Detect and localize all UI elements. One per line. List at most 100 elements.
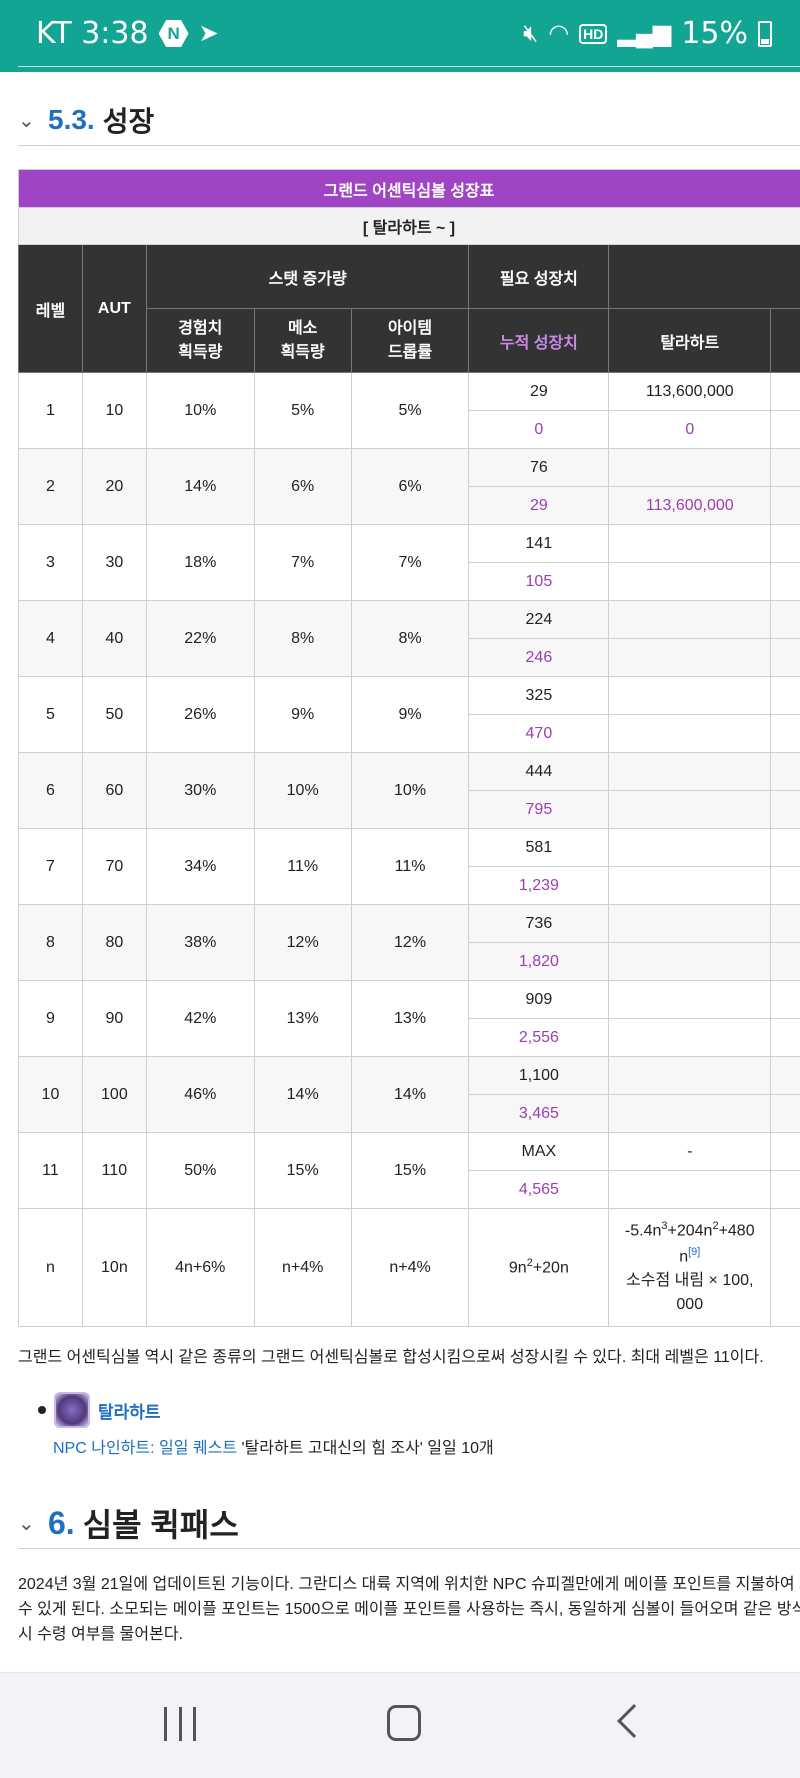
cell-required: 1,100 xyxy=(468,1056,610,1095)
formula-meso: n+4% xyxy=(253,1208,352,1327)
table-row-cumulative: 1,239 xyxy=(19,866,800,905)
cell-item: 14% xyxy=(350,1056,470,1133)
cell-level: 8 xyxy=(18,904,83,981)
cell-cost xyxy=(608,752,772,791)
cell-item: 9% xyxy=(350,676,470,753)
cell-meso: 15% xyxy=(253,1132,352,1209)
cell-aut: 90 xyxy=(81,980,147,1057)
cell-cost-cumulative xyxy=(608,866,772,905)
chevron-down-icon[interactable]: ⌄ xyxy=(18,1512,35,1535)
chevron-down-icon[interactable]: ⌄ xyxy=(18,109,35,132)
cell-aut: 40 xyxy=(81,600,147,677)
cell-meso: 7% xyxy=(253,524,352,601)
cell-cost-cumulative: 113,600,000 xyxy=(608,486,772,525)
col-cumulative: 누적 성장치 xyxy=(468,308,610,373)
cell-cost xyxy=(608,600,772,639)
section-number[interactable]: 5.3. xyxy=(48,104,95,135)
table-row: 1 10 10% 5% 5% 29 113,600,000 xyxy=(18,372,800,449)
home-button[interactable] xyxy=(387,1705,421,1741)
cell-level: 5 xyxy=(18,676,83,753)
section-heading-5-3[interactable]: ⌄ 5.3. 성장 xyxy=(18,100,800,140)
divider xyxy=(18,66,800,67)
cell-cumulative: 246 xyxy=(468,638,610,677)
cell-cost-cumulative xyxy=(608,790,772,829)
cell-exp: 14% xyxy=(145,448,255,525)
col-level: 레벨 xyxy=(18,244,83,373)
cell-item: 7% xyxy=(350,524,470,601)
cell-cumulative: 29 xyxy=(468,486,610,525)
cell-cumulative: 795 xyxy=(468,790,610,829)
cell-meso: 6% xyxy=(253,448,352,525)
table-row: 4 40 22% 8% 8% 224 xyxy=(18,600,800,677)
signal-icon: ▂▄▆ xyxy=(617,20,672,47)
table-title: 그랜드 어센틱심볼 성장표 xyxy=(323,182,495,200)
cell-cost-cumulative xyxy=(608,942,772,981)
cell-exp: 42% xyxy=(145,980,255,1057)
cell-aut: 80 xyxy=(81,904,147,981)
cell-cumulative: 1,239 xyxy=(468,866,610,905)
cell-required: 909 xyxy=(468,980,610,1019)
cell-aut: 20 xyxy=(81,448,147,525)
cell-meso: 5% xyxy=(253,372,352,449)
cell-exp: 10% xyxy=(145,372,255,449)
android-nav-bar xyxy=(0,1672,800,1778)
back-button[interactable] xyxy=(617,1704,651,1738)
table-row: 5 50 26% 9% 9% 325 xyxy=(18,676,800,753)
battery-percent: 15% xyxy=(681,16,748,51)
cell-meso: 9% xyxy=(253,676,352,753)
cell-item: 13% xyxy=(350,980,470,1057)
cell-exp: 30% xyxy=(145,752,255,829)
growth-table-scroll[interactable]: 그랜드 어센틱심볼 성장표 [ 탈라하트 ~ ] 레벨 AUT 스탯 증가량 필… xyxy=(18,169,800,1331)
npc-ninehart-link[interactable]: NPC 나인하트 xyxy=(53,1440,151,1457)
cell-exp: 38% xyxy=(145,904,255,981)
cell-cost-cumulative xyxy=(608,1170,772,1209)
table-row-cumulative: 2,556 xyxy=(19,1018,800,1057)
cell-meso: 11% xyxy=(253,828,352,905)
col-required-group: 필요 성장치 xyxy=(468,244,610,309)
cell-level: 7 xyxy=(18,828,83,905)
cell-cumulative: 0 xyxy=(468,410,610,449)
cell-cumulative: 470 xyxy=(468,714,610,753)
cell-required: 141 xyxy=(468,524,610,563)
quickpass-line-2: 수 있게 된다. 소모되는 메이플 포인트는 1500으로 메이플 포인트를 사… xyxy=(18,1601,800,1618)
cell-exp: 50% xyxy=(145,1132,255,1209)
cell-exp: 46% xyxy=(145,1056,255,1133)
cell-item: 6% xyxy=(350,448,470,525)
col-talahart: 탈라하트 xyxy=(608,308,772,373)
cell-exp: 22% xyxy=(145,600,255,677)
section-number[interactable]: 6. xyxy=(48,1504,75,1541)
section-title: 성장 xyxy=(102,106,155,137)
footnote-link[interactable]: [9] xyxy=(688,1245,701,1258)
cell-level: 9 xyxy=(18,980,83,1057)
table-row-cumulative: 246 xyxy=(19,638,800,677)
cell-meso: 12% xyxy=(253,904,352,981)
cell-meso: 13% xyxy=(253,980,352,1057)
cell-cumulative: 3,465 xyxy=(468,1094,610,1133)
daily-quest-link[interactable]: 일일 퀘스트 xyxy=(159,1440,238,1457)
recent-apps-button[interactable] xyxy=(164,1707,196,1741)
table-row-cumulative: 105 xyxy=(19,562,800,601)
cell-aut: 30 xyxy=(81,524,147,601)
cell-cost: - xyxy=(608,1132,772,1171)
talahart-symbol-icon xyxy=(54,1392,90,1428)
formula-aut: 10n xyxy=(81,1208,147,1327)
cell-aut: 100 xyxy=(81,1056,147,1133)
cell-cost xyxy=(608,904,772,943)
cell-cost-cumulative xyxy=(608,1094,772,1133)
cell-cumulative: 105 xyxy=(468,562,610,601)
formula-level: n xyxy=(18,1208,83,1327)
cell-cost xyxy=(608,1056,772,1095)
section-heading-6[interactable]: ⌄ 6. 심볼 퀵패스 xyxy=(18,1500,800,1546)
bullet-dot xyxy=(38,1406,46,1414)
cell-cost xyxy=(608,524,772,563)
cell-level: 4 xyxy=(18,600,83,677)
cell-level: 10 xyxy=(18,1056,83,1133)
col-stat-group: 스탯 증가량 xyxy=(145,244,470,309)
cell-required: 76 xyxy=(468,448,610,487)
table-row: 7 70 34% 11% 11% 581 xyxy=(18,828,800,905)
cell-required: 29 xyxy=(468,372,610,411)
table-row-cumulative: 29 113,600,000 xyxy=(19,486,800,525)
talahart-link[interactable]: 탈라하트 xyxy=(98,1402,161,1422)
table-row: 10 100 46% 14% 14% 1,100 xyxy=(18,1056,800,1133)
